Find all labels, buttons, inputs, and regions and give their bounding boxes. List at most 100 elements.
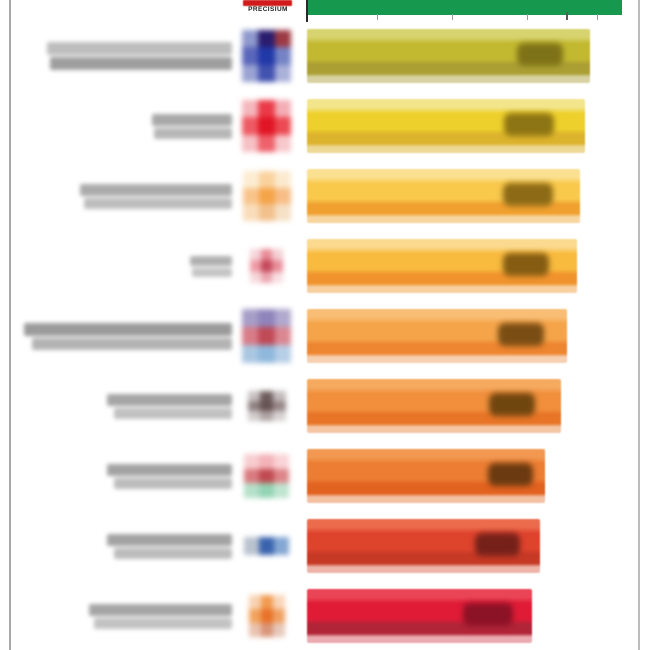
logo-pixel	[258, 483, 275, 498]
logo-pixel	[274, 327, 292, 345]
team-label-redacted	[20, 29, 232, 83]
logo-pixel	[274, 134, 292, 152]
header-green-band	[307, 0, 622, 15]
axis-tick-minor	[527, 14, 528, 20]
label-line-2	[154, 127, 232, 139]
logo-pixel	[258, 454, 275, 469]
logo-pixel	[274, 204, 291, 221]
logo-pixel	[243, 483, 259, 498]
logo-pixel	[243, 537, 259, 555]
precisium-logo-red-bar	[243, 0, 292, 6]
logo-pixel	[274, 64, 292, 82]
logo-pixel	[258, 30, 275, 48]
logo-pixel	[242, 171, 259, 188]
logo-pixel	[249, 260, 261, 272]
logo-pixel	[260, 595, 273, 609]
logo-pixel	[249, 271, 261, 283]
value-label-redacted	[517, 43, 563, 66]
axis-tick-origin	[306, 0, 308, 22]
logo-pixel	[258, 327, 275, 345]
value-bar	[307, 29, 590, 83]
team-logo	[240, 589, 293, 643]
label-line-1	[80, 183, 232, 196]
team-logo	[240, 449, 293, 503]
logo-pixel	[274, 483, 290, 498]
logo-pixel	[241, 47, 259, 65]
team-label-redacted	[20, 309, 232, 363]
label-line-2	[192, 267, 232, 277]
chart-row	[0, 589, 650, 643]
logo-pixel	[258, 204, 275, 221]
team-logo-mosaic	[241, 100, 292, 152]
logo-pixel	[260, 260, 273, 272]
logo-pixel	[241, 134, 259, 152]
chart-row	[0, 309, 650, 363]
team-logo	[240, 99, 293, 153]
logo-pixel	[274, 187, 291, 205]
logo-pixel	[258, 345, 275, 363]
logo-pixel	[272, 271, 284, 283]
team-logo	[240, 29, 293, 83]
team-logo	[240, 169, 293, 223]
logo-pixel	[274, 47, 292, 65]
logo-pixel	[247, 391, 261, 401]
label-line-2	[114, 407, 232, 419]
value-label-redacted	[489, 393, 535, 416]
value-bar	[307, 169, 580, 223]
logo-pixel	[274, 454, 290, 469]
value-label-redacted	[504, 113, 554, 136]
value-bar	[307, 239, 577, 293]
logo-pixel	[274, 468, 290, 484]
logo-pixel	[272, 249, 284, 261]
logo-pixel	[241, 117, 259, 135]
value-bar	[307, 519, 540, 573]
label-line-1	[47, 42, 232, 55]
logo-pixel	[258, 64, 275, 82]
chart-row	[0, 99, 650, 153]
logo-pixel	[258, 117, 275, 135]
logo-pixel	[274, 309, 292, 327]
logo-pixel	[260, 609, 273, 623]
logo-pixel	[247, 401, 261, 411]
logo-pixel	[272, 391, 286, 401]
logo-pixel	[242, 187, 259, 205]
value-bar	[307, 449, 545, 503]
logo-pixel	[258, 100, 275, 118]
team-label-redacted	[20, 449, 232, 503]
logo-pixel	[272, 623, 285, 637]
logo-pixel	[274, 171, 291, 188]
value-label-redacted	[503, 253, 549, 276]
team-logo-mosaic	[241, 30, 292, 82]
label-line-1	[107, 533, 232, 546]
value-label-redacted	[488, 463, 533, 486]
logo-pixel	[243, 454, 259, 469]
precisium-logo: PRECISIUM	[243, 0, 293, 14]
label-line-2	[32, 337, 232, 350]
page-border-right	[638, 0, 640, 650]
logo-pixel	[260, 401, 273, 411]
logo-pixel	[241, 100, 259, 118]
logo-pixel	[258, 47, 275, 65]
axis-tick-minor	[597, 14, 598, 20]
team-logo-mosaic	[243, 454, 290, 498]
label-line-2	[50, 57, 232, 70]
chart-row	[0, 379, 650, 433]
logo-pixel	[258, 171, 275, 188]
team-logo-mosaic	[242, 171, 291, 221]
logo-pixel	[260, 391, 273, 401]
logo-pixel	[274, 30, 292, 48]
team-label-redacted	[20, 519, 232, 573]
team-label-redacted	[20, 589, 232, 643]
value-label-redacted	[503, 183, 553, 206]
label-line-2	[84, 197, 232, 209]
label-line-2	[114, 547, 232, 559]
team-label-redacted	[20, 169, 232, 223]
team-logo-mosaic	[247, 391, 286, 421]
logo-pixel	[272, 401, 286, 411]
logo-pixel	[272, 411, 286, 421]
value-label-redacted	[475, 533, 520, 556]
value-bar	[307, 589, 532, 643]
logo-pixel	[274, 100, 292, 118]
team-label-redacted	[20, 379, 232, 433]
